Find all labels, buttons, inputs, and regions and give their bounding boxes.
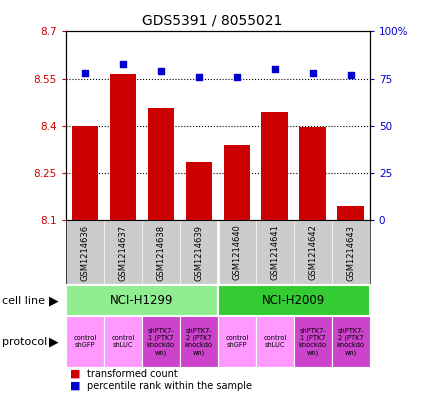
Text: ■: ■	[70, 381, 81, 391]
Text: GDS5391 / 8055021: GDS5391 / 8055021	[142, 14, 283, 28]
Text: control
shGFP: control shGFP	[73, 335, 96, 349]
Bar	[71, 126, 98, 220]
Bar	[104, 316, 142, 367]
Point	[309, 70, 316, 76]
Text: shPTK7-
1 (PTK7
knockdo
wn): shPTK7- 1 (PTK7 knockdo wn)	[299, 328, 327, 356]
Bar	[142, 316, 180, 367]
Text: shPTK7-
2 (PTK7
knockdo
wn): shPTK7- 2 (PTK7 knockdo wn)	[185, 328, 213, 356]
Bar	[66, 316, 104, 367]
Text: ▶: ▶	[49, 294, 59, 307]
Bar	[186, 162, 212, 220]
Point	[347, 72, 354, 78]
Text: GSM1214643: GSM1214643	[346, 224, 355, 281]
Bar	[218, 285, 370, 316]
Bar	[337, 206, 364, 220]
Bar	[261, 112, 288, 220]
Text: GSM1214639: GSM1214639	[194, 224, 203, 281]
Text: GSM1214637: GSM1214637	[118, 224, 127, 281]
Text: control
shLUC: control shLUC	[263, 335, 286, 349]
Point	[196, 73, 202, 80]
Text: NCI-H1299: NCI-H1299	[110, 294, 173, 307]
Bar	[218, 316, 256, 367]
Text: control
shGFP: control shGFP	[225, 335, 249, 349]
Text: ▶: ▶	[49, 335, 59, 349]
Text: control
shLUC: control shLUC	[111, 335, 134, 349]
Text: GSM1214638: GSM1214638	[156, 224, 165, 281]
Point	[82, 70, 88, 76]
Bar	[256, 316, 294, 367]
Bar	[294, 316, 332, 367]
Bar	[300, 127, 326, 220]
Bar	[66, 285, 218, 316]
Bar	[332, 316, 370, 367]
Point	[233, 73, 240, 80]
Bar	[147, 108, 174, 220]
Text: GSM1214636: GSM1214636	[80, 224, 89, 281]
Text: NCI-H2009: NCI-H2009	[262, 294, 326, 307]
Bar	[180, 316, 218, 367]
Text: shPTK7-
1 (PTK7
knockdo
wn): shPTK7- 1 (PTK7 knockdo wn)	[147, 328, 175, 356]
Point	[157, 68, 164, 74]
Text: protocol: protocol	[2, 337, 47, 347]
Text: cell line: cell line	[2, 296, 45, 306]
Text: percentile rank within the sample: percentile rank within the sample	[87, 381, 252, 391]
Text: shPTK7-
2 (PTK7
knockdo
wn): shPTK7- 2 (PTK7 knockdo wn)	[337, 328, 365, 356]
Bar	[224, 145, 250, 220]
Text: GSM1214640: GSM1214640	[232, 224, 241, 281]
Text: GSM1214642: GSM1214642	[308, 224, 317, 281]
Text: ■: ■	[70, 369, 81, 379]
Point	[119, 61, 126, 67]
Text: GSM1214641: GSM1214641	[270, 224, 279, 281]
Point	[272, 66, 278, 72]
Text: transformed count: transformed count	[87, 369, 178, 379]
Bar	[110, 74, 136, 220]
